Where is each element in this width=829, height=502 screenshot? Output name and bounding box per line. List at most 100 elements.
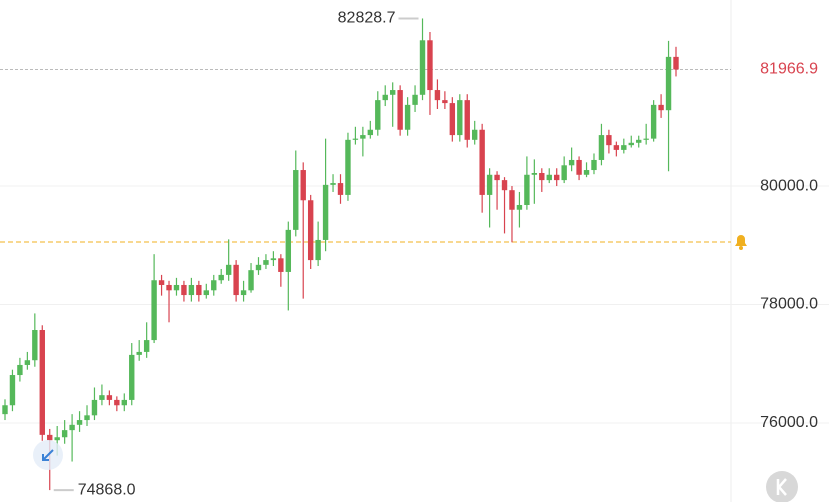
candle-body xyxy=(606,135,612,146)
candle-body xyxy=(576,159,582,175)
candle-body xyxy=(457,100,463,136)
candle-body xyxy=(412,94,418,105)
candle-body xyxy=(389,90,396,95)
candle-body xyxy=(546,174,552,181)
candle-body xyxy=(360,135,366,139)
candle-body xyxy=(367,129,374,136)
candle-body xyxy=(330,183,336,185)
candle-body xyxy=(158,280,165,285)
candle-body xyxy=(84,415,90,421)
candle-body xyxy=(166,284,172,291)
candle-body xyxy=(173,284,180,291)
candle-body xyxy=(583,170,590,175)
candle-body xyxy=(322,184,329,240)
candle-body xyxy=(91,399,98,416)
candle-body xyxy=(47,434,53,441)
low-label: 74868.0 xyxy=(78,481,136,498)
candle-body xyxy=(270,258,277,261)
candle-body xyxy=(352,138,359,140)
candle-body xyxy=(442,100,448,104)
candle-body xyxy=(531,173,538,175)
candle-body xyxy=(621,145,627,150)
candle-body xyxy=(382,94,388,101)
high-label: 82828.7 xyxy=(338,10,396,27)
candle-body xyxy=(2,405,8,415)
bell-icon[interactable] xyxy=(735,235,747,250)
candle-body xyxy=(591,159,597,171)
candle-body xyxy=(233,264,239,296)
candle-body xyxy=(248,270,254,291)
candle-body xyxy=(554,174,560,181)
candle-body xyxy=(315,239,321,261)
candle-body xyxy=(665,56,672,111)
candle-body xyxy=(240,290,247,296)
candle-body xyxy=(300,170,306,201)
candle-body xyxy=(293,170,299,230)
candle-body xyxy=(278,258,284,272)
candle-body xyxy=(539,173,545,181)
candle-body xyxy=(636,139,642,143)
candle-body xyxy=(307,200,314,261)
candle-body xyxy=(464,100,470,140)
candle-body xyxy=(434,90,441,101)
candle-body xyxy=(129,354,135,400)
candle-body xyxy=(61,430,68,438)
candle-body xyxy=(673,56,679,70)
candle-body xyxy=(121,399,127,406)
candle-body xyxy=(524,174,530,205)
candle-body xyxy=(143,340,150,352)
last-price-label: 81966.9 xyxy=(760,61,818,78)
candle-body xyxy=(509,190,515,210)
candle-body xyxy=(39,330,45,435)
candle-body xyxy=(69,424,75,431)
y-tick-label: 80000.0 xyxy=(760,177,818,194)
candle-body xyxy=(203,290,209,296)
candle-body xyxy=(263,260,269,265)
candle-body xyxy=(196,284,202,296)
candle-body xyxy=(255,264,262,271)
candle-body xyxy=(54,437,60,441)
candle-body xyxy=(419,40,426,95)
candle-body xyxy=(516,204,523,210)
candle-body xyxy=(225,264,232,275)
candle-body xyxy=(32,330,38,361)
candle-body xyxy=(613,145,620,150)
candle-body xyxy=(218,274,224,281)
candle-body xyxy=(375,100,381,130)
candle-body xyxy=(643,138,649,140)
k-button[interactable] xyxy=(766,471,798,502)
candle-body xyxy=(501,180,508,191)
candle-body xyxy=(9,375,16,406)
candle-body xyxy=(472,129,478,140)
candle-body xyxy=(598,135,605,160)
y-tick-label: 78000.0 xyxy=(760,296,818,313)
candle-body xyxy=(658,104,664,111)
collapse-button[interactable] xyxy=(33,440,63,470)
candle-body xyxy=(151,280,157,341)
candle-body xyxy=(99,395,105,400)
candle-body xyxy=(568,159,575,166)
candle-body xyxy=(449,103,456,136)
candle-body xyxy=(76,420,83,425)
candle-body xyxy=(114,399,120,406)
candle-body xyxy=(479,129,485,195)
candle-body xyxy=(397,90,403,130)
candle-body xyxy=(211,280,217,291)
candle-body xyxy=(285,229,292,272)
candle-body xyxy=(24,360,31,365)
y-tick-label: 76000.0 xyxy=(760,414,818,431)
candle-body xyxy=(494,174,500,181)
candle-body xyxy=(181,284,187,296)
candle-body xyxy=(628,142,634,146)
candle-body xyxy=(345,139,351,195)
candle-body xyxy=(337,183,344,195)
candle-body xyxy=(136,351,142,355)
candle-body xyxy=(561,165,567,181)
candle-body xyxy=(106,395,113,400)
candle-body xyxy=(650,104,657,139)
candle-body xyxy=(17,364,23,376)
candle-body xyxy=(404,104,411,130)
candle-body xyxy=(188,284,195,296)
